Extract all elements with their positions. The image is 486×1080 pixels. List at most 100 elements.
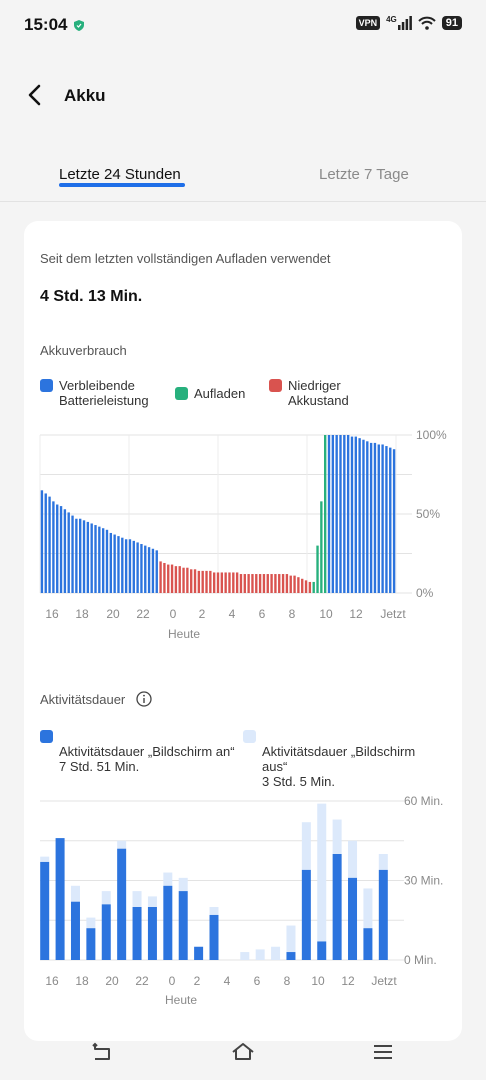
screen-off-bar bbox=[378, 854, 388, 870]
battery-bar bbox=[278, 574, 281, 593]
x-tick-label: 10 bbox=[319, 607, 333, 621]
battery-card: Seit dem letzten vollständigen Aufladen … bbox=[24, 221, 462, 1041]
legend-swatch-charging bbox=[175, 387, 188, 400]
battery-bar bbox=[339, 435, 342, 593]
screen-off-bar bbox=[255, 949, 265, 960]
battery-bar bbox=[140, 544, 143, 593]
info-icon[interactable] bbox=[136, 691, 152, 707]
status-bar: 15:04 VPN 4G 91 bbox=[0, 0, 486, 50]
back-arrow-icon[interactable] bbox=[22, 82, 48, 108]
screen-on-bar bbox=[86, 928, 96, 960]
battery-bar bbox=[71, 515, 74, 593]
battery-bar bbox=[381, 444, 384, 593]
battery-bar bbox=[247, 574, 250, 593]
battery-bar bbox=[128, 539, 132, 593]
screen-on-bar bbox=[348, 877, 358, 960]
screen-on-bar bbox=[147, 907, 157, 960]
system-nav-bar bbox=[0, 1024, 486, 1080]
screen-off-bar bbox=[363, 888, 373, 929]
battery-bar bbox=[220, 572, 224, 593]
activity-duration-chart: 60 Min. 30 Min. 0 Min. 16 18 20 22 0 2 4 6 8 10 12 Jet… bbox=[40, 794, 443, 1007]
screen-off-bar bbox=[209, 907, 219, 915]
battery-bar bbox=[197, 570, 201, 593]
battery-bar bbox=[258, 574, 262, 593]
legend-screen-on: Aktivitätsdauer „Bildschirm an“ 7 Std. 5… bbox=[40, 729, 235, 789]
battery-bar bbox=[216, 572, 220, 593]
battery-bar bbox=[270, 574, 273, 593]
battery-bar bbox=[98, 526, 101, 593]
home-nav-icon[interactable] bbox=[231, 1040, 255, 1064]
legend-label-screen-on: Aktivitätsdauer „Bildschirm an“ bbox=[59, 744, 235, 759]
x-tick-label: 22 bbox=[135, 974, 149, 988]
legend-low-battery: Niedriger Akkustand bbox=[269, 378, 349, 408]
battery-bar bbox=[228, 572, 231, 593]
battery-bar bbox=[82, 520, 86, 593]
x-tick-label: 16 bbox=[45, 607, 59, 621]
back-nav-icon[interactable] bbox=[90, 1040, 114, 1064]
screen-on-bar bbox=[70, 901, 80, 960]
x-tick-label: 0 bbox=[169, 974, 176, 988]
battery-bar bbox=[174, 566, 178, 593]
tab-last-24-hours[interactable]: Letzte 24 Stunden bbox=[59, 166, 181, 183]
y-tick-label: 0 Min. bbox=[404, 953, 437, 967]
screen-on-bar bbox=[101, 904, 111, 960]
status-time: 15:04 bbox=[24, 15, 68, 34]
battery-bar bbox=[316, 545, 319, 593]
battery-bar bbox=[144, 545, 147, 593]
battery-bar bbox=[358, 438, 361, 593]
legend-swatch-screen-on bbox=[40, 730, 53, 743]
battery-bar bbox=[343, 435, 346, 593]
battery-bar bbox=[255, 574, 258, 593]
battery-bar bbox=[151, 548, 155, 593]
x-tick-label: 6 bbox=[254, 974, 261, 988]
battery-bar bbox=[320, 501, 323, 593]
x-tick-label: 18 bbox=[75, 974, 89, 988]
x-tick-label: 16 bbox=[45, 974, 59, 988]
battery-section-title: Akkuverbrauch bbox=[40, 343, 127, 358]
screen-on-bar bbox=[301, 869, 311, 960]
screen-off-bar bbox=[101, 891, 111, 905]
y-tick-label: 60 Min. bbox=[404, 794, 443, 808]
battery-bar bbox=[235, 572, 239, 593]
legend-charging: Aufladen bbox=[175, 386, 245, 401]
x-tick-label: 20 bbox=[106, 607, 120, 621]
battery-bar bbox=[163, 562, 166, 593]
screen-on-bar bbox=[132, 907, 142, 960]
screen-off-bar bbox=[70, 885, 80, 902]
battery-bar bbox=[186, 567, 189, 593]
legend-value-screen-off: 3 Std. 5 Min. bbox=[262, 774, 335, 789]
tab-last-7-days[interactable]: Letzte 7 Tage bbox=[319, 166, 409, 183]
wifi-icon bbox=[418, 16, 436, 30]
screen-off-bar bbox=[240, 952, 250, 960]
battery-bar bbox=[167, 564, 170, 593]
battery-bar bbox=[274, 574, 277, 593]
screen-off-bar bbox=[117, 840, 127, 849]
battery-bar bbox=[109, 532, 113, 593]
battery-bar bbox=[190, 569, 193, 593]
battery-bar bbox=[67, 512, 70, 593]
battery-bar bbox=[369, 442, 373, 593]
battery-bar bbox=[113, 534, 116, 593]
x-tick-label: 22 bbox=[136, 607, 150, 621]
battery-bar bbox=[373, 442, 377, 593]
cellular-signal-icon: 4G bbox=[386, 15, 412, 30]
menu-nav-icon[interactable] bbox=[371, 1040, 395, 1064]
screen-on-bar bbox=[317, 941, 327, 960]
battery-bar bbox=[262, 574, 266, 593]
screen-on-bar bbox=[209, 914, 219, 960]
battery-bar bbox=[327, 435, 331, 593]
x-tick-label: 4 bbox=[229, 607, 236, 621]
screen-off-bar bbox=[178, 877, 188, 892]
x-tick-label: 2 bbox=[199, 607, 206, 621]
battery-bar bbox=[63, 509, 67, 593]
screen-off-bar bbox=[317, 803, 327, 942]
battery-bar bbox=[193, 569, 197, 593]
battery-bar bbox=[301, 578, 304, 593]
x-tick-label: 8 bbox=[289, 607, 296, 621]
battery-bar bbox=[323, 435, 327, 593]
battery-bar bbox=[350, 436, 354, 593]
battery-bar bbox=[243, 574, 246, 593]
battery-level: 91 bbox=[441, 16, 462, 30]
battery-bar bbox=[124, 539, 128, 593]
x-tick-label: 20 bbox=[105, 974, 119, 988]
